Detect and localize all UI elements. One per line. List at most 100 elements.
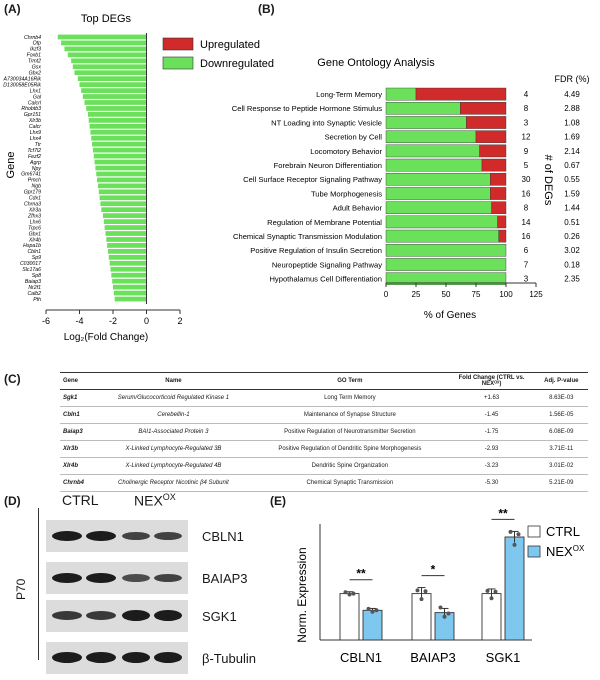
- deg-label: Calcr: [29, 124, 41, 130]
- go-deg-count: 16: [522, 189, 531, 198]
- go-deg-count: 30: [522, 175, 531, 184]
- panel-e-y-label: Norm. Expression: [295, 547, 309, 642]
- deg-bar: [108, 254, 147, 260]
- deg-label: Fezf2: [28, 154, 41, 160]
- go-term-label: Forebrain Neuron Differentiation: [274, 161, 382, 170]
- deg-label: Gbx2: [29, 70, 42, 76]
- deg-bar: [77, 76, 147, 82]
- go-bar-down: [385, 258, 507, 271]
- deg-bar: [95, 165, 147, 171]
- col-go-term: GO Term: [251, 372, 449, 390]
- go-bar-up: [479, 144, 507, 158]
- degs-axis-label: # of DEGs: [542, 155, 554, 206]
- go-term-label: Hypothalamus Cell Differentiation: [269, 275, 382, 284]
- expr-bar: [481, 593, 502, 641]
- go-term-label: Cell Response to Peptide Hormone Stimulu…: [232, 104, 382, 113]
- deg-bar: [107, 243, 147, 248]
- go-deg-count: 9: [524, 147, 529, 156]
- go-fdr: 1.08: [564, 118, 580, 127]
- go-bar-up: [481, 158, 507, 172]
- panel-b-title: Gene Ontology Analysis: [317, 57, 435, 69]
- go-term-label: Regulation of Membrane Potential: [267, 218, 382, 227]
- deg-label: Xlr4b: [28, 237, 41, 243]
- deg-label: Foxb1: [27, 53, 42, 59]
- col-pvalue: Adj. P-value: [534, 372, 588, 390]
- deg-bar: [93, 153, 147, 159]
- blot-bracket: [38, 508, 39, 660]
- deg-label: Agrp: [29, 160, 41, 166]
- deg-label: Gpr151: [24, 112, 41, 118]
- category-label: SGK1: [486, 650, 521, 665]
- go-fdr: 0.18: [564, 260, 580, 269]
- blot-baiap3: [46, 562, 188, 594]
- go-bar-up: [490, 187, 507, 200]
- deg-bar: [99, 195, 147, 201]
- deg-label: Gal: [33, 94, 42, 100]
- x-tick-label: -4: [75, 316, 83, 326]
- expr-bar: [504, 536, 525, 641]
- deg-label: Ikzf3: [30, 47, 41, 53]
- deg-bar: [104, 225, 147, 230]
- x-tick-label: 2: [177, 316, 182, 326]
- data-point: [485, 588, 490, 593]
- blot-cbln1: [46, 520, 188, 552]
- panel-c-label: (C): [4, 372, 21, 386]
- go-fdr: 4.49: [564, 90, 580, 99]
- category-label: CBLN1: [340, 650, 382, 665]
- deg-bar: [67, 52, 147, 58]
- col-gene: Gene: [60, 372, 96, 390]
- panel-b-x-label: % of Genes: [424, 310, 476, 321]
- deg-bar: [90, 129, 147, 135]
- age-label: P70: [14, 578, 28, 600]
- deg-bar: [89, 123, 147, 129]
- sig-stars: **: [498, 506, 508, 520]
- deg-label: Gbx1: [29, 231, 42, 237]
- deg-label: A730034A16Rik: [3, 76, 42, 82]
- deg-label: Nr2f1: [28, 285, 41, 291]
- data-point: [489, 596, 494, 601]
- blot-ctrl-label: CTRL: [62, 492, 99, 508]
- go-x-tick-label: 75: [472, 290, 481, 299]
- legend-nex-label: NEXOX: [546, 544, 585, 559]
- go-term-label: Neuropeptide Signaling Pathway: [272, 260, 382, 269]
- blot-sgk1: [46, 600, 188, 632]
- deg-bar: [71, 58, 147, 64]
- data-point: [508, 529, 513, 534]
- deg-label: Lhx6: [30, 219, 41, 225]
- go-fdr: 0.67: [564, 161, 580, 170]
- go-deg-count: 14: [522, 218, 531, 227]
- deg-label: Calb2: [27, 291, 41, 297]
- legend-ctrl-swatch: [527, 525, 541, 538]
- go-term-label: Positive Regulation of Insulin Secretion: [250, 246, 382, 255]
- deg-label: C030017: [20, 261, 42, 267]
- go-deg-count: 5: [524, 161, 529, 170]
- deg-bar: [101, 207, 147, 213]
- go-x-tick-label: 0: [384, 290, 389, 299]
- sig-stars: *: [431, 563, 436, 577]
- go-term-label: Chemical Synaptic Transmission Modulatio…: [233, 232, 382, 241]
- go-x-tick-label: 25: [412, 290, 421, 299]
- deg-label: Chrna3: [24, 202, 41, 208]
- deg-label: Otp: [33, 41, 41, 47]
- legend-down-label: Downregulated: [200, 58, 274, 70]
- deg-bar: [92, 141, 147, 147]
- deg-bar: [97, 183, 147, 189]
- go-table: Gene Name GO Term Fold Change (CTRL vs. …: [60, 372, 588, 492]
- deg-label: Chrnb4: [24, 35, 41, 41]
- deg-label: Ngb: [31, 184, 41, 190]
- deg-label: Calcrl: [28, 100, 42, 106]
- category-label: BAIAP3: [410, 650, 456, 665]
- go-bar-down: [385, 201, 492, 215]
- deg-bar: [111, 272, 147, 278]
- go-analysis-chart: Gene Ontology Analysis FDR (%) # of DEGs…: [232, 57, 590, 321]
- data-point: [366, 606, 371, 611]
- go-fdr: 0.51: [564, 218, 580, 227]
- data-point: [438, 605, 443, 610]
- deg-bar: [88, 117, 147, 123]
- data-point: [419, 597, 424, 602]
- go-fdr: 2.35: [564, 275, 580, 284]
- legend-ctrl-label: CTRL: [546, 524, 580, 539]
- deg-label: Sp8: [32, 273, 41, 279]
- panel-a-label: (A): [4, 2, 21, 16]
- sig-stars: **: [356, 567, 366, 581]
